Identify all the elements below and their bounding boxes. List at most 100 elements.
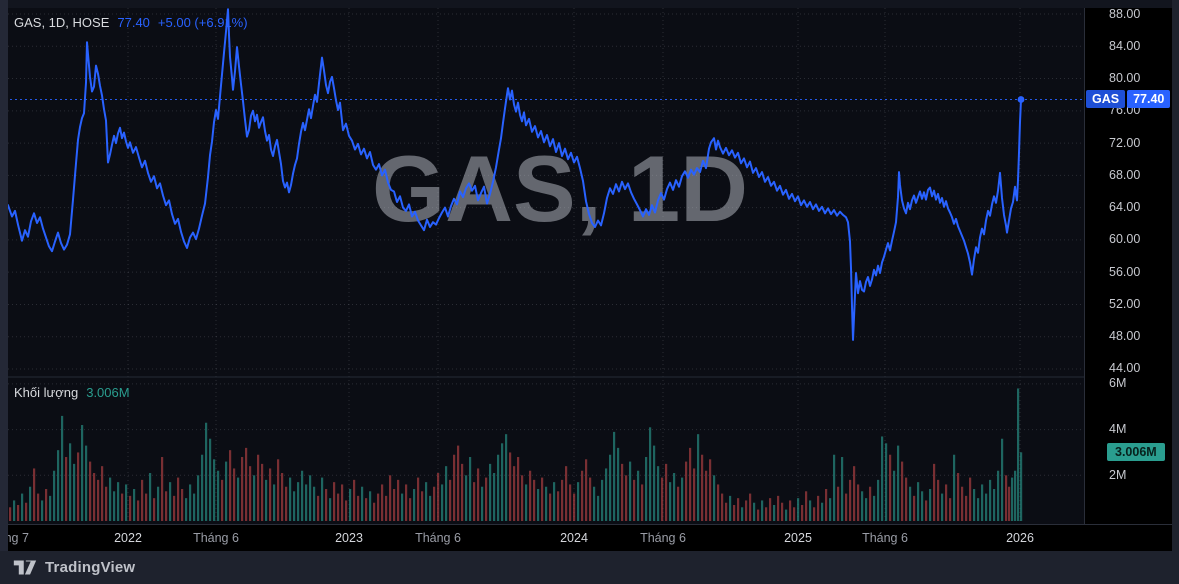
price-tick-label: 88.00 [1109,6,1141,21]
volume-bar [633,479,636,521]
volume-bar [733,505,736,521]
volume-bar [621,463,624,521]
volume-value: 3.006M [86,385,130,400]
volume-bar [757,509,760,521]
volume-bar [121,493,124,521]
volume-bar [533,479,536,521]
volume-bar [25,502,28,521]
volume-bar [885,443,888,521]
volume-bar [457,445,460,521]
volume-bar [973,489,976,521]
volume-bar [969,477,972,521]
volume-bar [553,482,556,521]
time-tick-label: Tháng 6 [415,531,461,545]
price-tick-label: 48.00 [1109,329,1141,344]
volume-bar [277,459,280,521]
volume-bar [1005,475,1008,521]
volume-bar [461,463,464,521]
volume-legend[interactable]: Khối lượng 3.006M [14,385,130,400]
volume-bar [437,473,440,521]
brand-bar: TradingView [0,551,1179,584]
volume-bar [645,457,648,521]
volume-bar [1014,470,1017,521]
volume-bar [225,461,228,521]
volume-bar [249,466,252,521]
frame-top [0,0,1179,8]
volume-bar [197,475,200,521]
volume-bar [213,459,216,521]
volume-bar [821,502,824,521]
volume-bar [493,473,496,521]
volume-bar [789,500,792,521]
volume-bar [221,479,224,521]
volume-bar [977,498,980,521]
time-tick-label: Tháng 6 [193,531,239,545]
volume-bar [861,491,864,521]
volume-bar [381,484,384,521]
volume-bar [233,468,236,521]
volume-bar [389,475,392,521]
volume-bar [85,445,88,521]
volume-bar [769,498,772,521]
volume-bar [37,493,40,521]
price-tick-label: 56.00 [1109,264,1141,279]
price-tick-label: 60.00 [1109,232,1141,247]
tradingview-link[interactable]: TradingView [13,559,135,576]
volume-bar [201,454,204,521]
volume-bar [713,475,716,521]
volume-bar [877,479,880,521]
volume-bar [401,493,404,521]
frame-right [1172,0,1179,551]
volume-bar [729,495,732,521]
volume-bar [653,445,656,521]
volume-bar [189,484,192,521]
volume-bar [217,470,220,521]
volume-bar [93,473,96,521]
volume-bar [81,425,84,521]
volume-bar [237,477,240,521]
volume-bar [105,486,108,521]
price-scale[interactable]: 88.00 84.00 80.00 76.00 72.00 68.00 64.00 60.00… [1084,0,1172,551]
volume-bar [917,482,920,521]
badge-price: 77.40 [1127,90,1171,109]
volume-bar [369,491,372,521]
volume-bar [9,507,12,521]
volume-bar [477,468,480,521]
volume-bar [705,470,708,521]
volume-bar [829,498,832,521]
price-tick-label: 64.00 [1109,200,1141,215]
volume-bar [257,454,260,521]
volume-bar [405,484,408,521]
volume-bar [73,463,76,521]
time-tick-label: Tháng 6 [640,531,686,545]
volume-bar [905,477,908,521]
tradingview-logo-icon [13,560,37,575]
price-volume-chart-canvas[interactable]: GAS, 1D [0,0,1084,551]
time-tick-label: 2023 [335,531,363,545]
current-volume-badge: 3.006M [1107,442,1165,461]
volume-bar [681,477,684,521]
volume-bar [545,486,548,521]
volume-bar [497,454,500,521]
volume-bar [377,493,380,521]
volume-bar [265,479,268,521]
volume-bar [373,502,376,521]
volume-bar [293,491,296,521]
volume-bar [629,461,632,521]
volume-bar [177,477,180,521]
volume-bar [849,479,852,521]
volume-tick-label: 4M [1109,422,1127,437]
symbol-legend[interactable]: GAS, 1D, HOSE 77.40 +5.00 (+6.91%) [14,15,248,30]
volume-bar [345,500,348,521]
volume-bar [273,484,276,521]
volume-bar [521,475,524,521]
volume-bar [601,479,604,521]
volume-bar [669,482,672,521]
volume-bar [101,466,104,521]
volume-bar [765,507,768,521]
volume-bar [417,477,420,521]
volume-label: Khối lượng [14,385,79,400]
volume-bar [333,482,336,521]
volume-bar [557,491,560,521]
